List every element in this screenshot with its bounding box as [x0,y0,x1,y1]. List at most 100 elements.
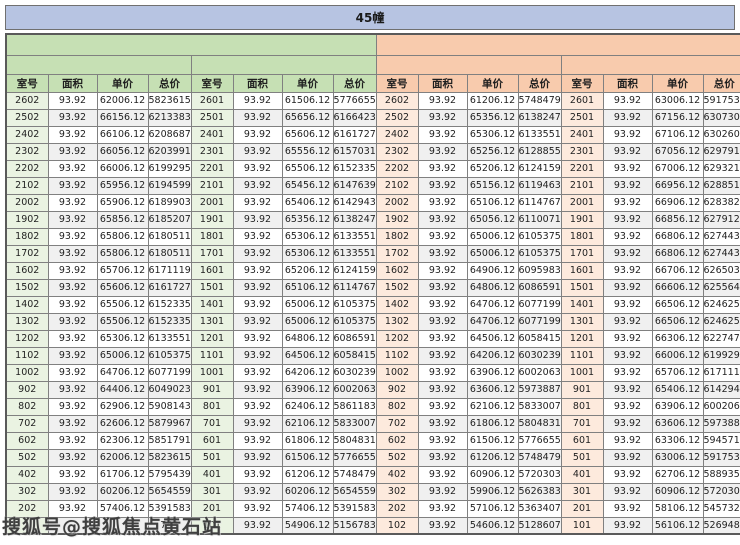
area-cell: 93.92 [47,142,98,161]
unit-price-cell: 67156.12 [651,108,704,127]
unit-price-cell [96,516,149,535]
total-price-cell: 6246255 [702,295,740,314]
column-header: 总价 [702,73,740,93]
area-cell: 93.92 [47,295,98,314]
room-cell: 1902 [375,210,419,229]
room-cell: 2102 [375,176,419,195]
area-cell: 93.92 [47,159,98,178]
unit-price-cell: 66806.12 [651,227,704,246]
room-cell: 1401 [190,295,234,314]
unit-price-cell: 65006.12 [281,312,334,331]
total-price-cell: 5945711 [702,431,740,450]
unit-price-cell: 64906.12 [466,261,519,280]
room-cell: 1101 [560,346,604,365]
total-price-cell: 5776655 [332,91,377,110]
area-cell: 93.92 [232,414,283,433]
unit-price-cell: 66106.12 [96,125,149,144]
area-cell: 93.92 [47,499,98,518]
room-cell: 1802 [5,227,49,246]
table-row: 1302 93.92 65506.12 6152335 1301 93.92 65006.1… [5,312,740,331]
area-cell: 93.92 [602,261,653,280]
unit-price-cell: 66856.12 [651,210,704,229]
room-cell: 702 [375,414,419,433]
room-cell: 2601 [560,91,604,110]
total-price-cell: 5748479 [517,448,562,467]
table-row: 902 93.92 64406.12 6049023 901 93.92 63906.12 6… [5,380,740,399]
unit-price-cell: 63006.12 [651,91,704,110]
total-price-cell: 5776655 [332,448,377,467]
room-cell: 902 [375,380,419,399]
table-row: 1402 93.92 65506.12 6152335 1401 93.92 65006.1… [5,295,740,314]
unit-price-cell: 64506.12 [281,346,334,365]
unit-price-cell: 64806.12 [281,329,334,348]
total-price-cell: 6152335 [332,159,377,178]
unit-price-cell: 66506.12 [651,295,704,314]
area-cell: 93.92 [417,397,468,416]
total-price-cell: 6138247 [332,210,377,229]
area-cell: 93.92 [602,159,653,178]
total-price-cell: 6124159 [332,261,377,280]
unit-price-cell: 56106.12 [651,516,704,535]
building-row [5,33,740,56]
room-cell: 1501 [560,278,604,297]
area-cell: 93.92 [602,295,653,314]
room-cell: 1402 [375,295,419,314]
unit-price-cell: 67006.12 [651,159,704,178]
total-price-cell: 5776655 [517,431,562,450]
area-cell: 93.92 [602,465,653,484]
total-price-cell: 6180511 [147,227,192,246]
total-price-cell: 5391583 [147,499,192,518]
room-cell: 2402 [5,125,49,144]
area-cell: 93.92 [417,142,468,161]
unit-price-cell: 65306.12 [281,227,334,246]
room-cell: 2401 [190,125,234,144]
room-cell: 2401 [560,125,604,144]
room-cell: 2201 [560,159,604,178]
total-price-cell: 6161727 [147,278,192,297]
unit-price-cell: 66606.12 [651,278,704,297]
total-price-cell: 6138247 [517,108,562,127]
room-cell: 1701 [560,244,604,263]
area-cell: 93.92 [417,482,468,501]
room-cell: 2201 [190,159,234,178]
room-cell: 2101 [190,176,234,195]
unit-price-cell: 61506.12 [281,91,334,110]
area-cell: 93.92 [417,448,468,467]
room-cell: 601 [190,431,234,450]
room-cell: 602 [375,431,419,450]
room-cell [5,516,49,535]
unit-price-cell: 65206.12 [466,159,519,178]
unit-price-cell: 63006.12 [651,448,704,467]
area-cell: 93.92 [602,414,653,433]
room-cell: 2602 [375,91,419,110]
room-cell: 2002 [5,193,49,212]
table-row: 1702 93.92 65806.12 6180511 1701 93.92 65306.1… [5,244,740,263]
area-cell: 93.92 [47,176,98,195]
unit-price-cell: 64206.12 [281,363,334,382]
room-cell: 1102 [5,346,49,365]
total-price-cell: 6171119 [702,363,740,382]
area-cell: 93.92 [602,142,653,161]
room-cell: 1202 [375,329,419,348]
room-cell: 1702 [375,244,419,263]
area-cell: 93.92 [47,397,98,416]
table-row: 1202 93.92 65306.12 6133551 1201 93.92 64806.1… [5,329,740,348]
room-cell: 202 [5,499,49,518]
unit-price-cell: 62406.12 [281,397,334,416]
area-cell: 93.92 [417,193,468,212]
room-cell: 2601 [190,91,234,110]
total-price-cell: 6133551 [332,244,377,263]
unit-price-cell: 65806.12 [96,244,149,263]
total-price-cell: 6133551 [147,329,192,348]
area-cell: 93.92 [232,431,283,450]
column-header: 总价 [332,73,377,93]
unit-price-cell: 65506.12 [96,295,149,314]
column-header: 室号 [190,73,234,93]
total-price-cell: 5654559 [147,482,192,501]
area-cell: 93.92 [47,227,98,246]
table-row: 2402 93.92 66106.12 6208687 2401 93.92 65606.1… [5,125,740,144]
room-cell: 302 [5,482,49,501]
unit-price-cell: 65356.12 [281,210,334,229]
total-price-cell: 6119463 [517,176,562,195]
area-cell: 93.92 [232,482,283,501]
